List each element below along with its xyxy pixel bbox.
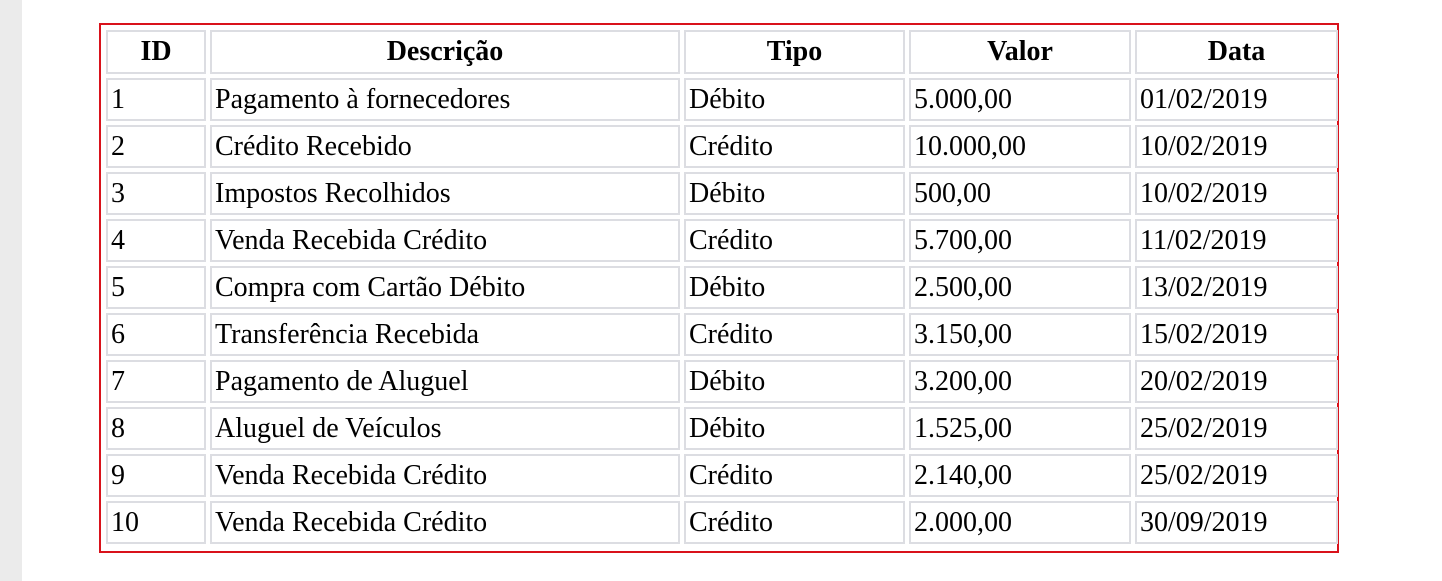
column-header-id: ID <box>106 30 206 74</box>
table-row: 9 Venda Recebida Crédito Crédito 2.140,0… <box>106 454 1338 497</box>
cell-descricao: Venda Recebida Crédito <box>210 219 680 262</box>
table-row: 7 Pagamento de Aluguel Débito 3.200,00 2… <box>106 360 1338 403</box>
table-header-row: ID Descrição Tipo Valor Data <box>106 30 1338 74</box>
cell-tipo: Crédito <box>684 125 905 168</box>
cell-id: 3 <box>106 172 206 215</box>
cell-tipo: Débito <box>684 360 905 403</box>
cell-valor: 5.700,00 <box>909 219 1131 262</box>
cell-data: 15/02/2019 <box>1135 313 1338 356</box>
cell-id: 7 <box>106 360 206 403</box>
cell-data: 01/02/2019 <box>1135 78 1338 121</box>
cell-tipo: Débito <box>684 407 905 450</box>
cell-data: 20/02/2019 <box>1135 360 1338 403</box>
cell-data: 13/02/2019 <box>1135 266 1338 309</box>
cell-data: 10/02/2019 <box>1135 172 1338 215</box>
cell-valor: 2.000,00 <box>909 501 1131 544</box>
table-row: 5 Compra com Cartão Débito Débito 2.500,… <box>106 266 1338 309</box>
page-left-gutter <box>0 0 22 581</box>
cell-valor: 5.000,00 <box>909 78 1131 121</box>
table-row: 1 Pagamento à fornecedores Débito 5.000,… <box>106 78 1338 121</box>
transactions-table-frame: ID Descrição Tipo Valor Data 1 Pagamento… <box>99 23 1339 553</box>
cell-descricao: Crédito Recebido <box>210 125 680 168</box>
transactions-table: ID Descrição Tipo Valor Data 1 Pagamento… <box>102 26 1342 548</box>
cell-valor: 500,00 <box>909 172 1131 215</box>
cell-descricao: Compra com Cartão Débito <box>210 266 680 309</box>
cell-id: 5 <box>106 266 206 309</box>
cell-id: 10 <box>106 501 206 544</box>
table-row: 6 Transferência Recebida Crédito 3.150,0… <box>106 313 1338 356</box>
cell-tipo: Crédito <box>684 501 905 544</box>
cell-tipo: Crédito <box>684 219 905 262</box>
table-row: 3 Impostos Recolhidos Débito 500,00 10/0… <box>106 172 1338 215</box>
cell-id: 2 <box>106 125 206 168</box>
cell-valor: 2.140,00 <box>909 454 1131 497</box>
cell-data: 25/02/2019 <box>1135 454 1338 497</box>
cell-descricao: Pagamento de Aluguel <box>210 360 680 403</box>
column-header-valor: Valor <box>909 30 1131 74</box>
cell-tipo: Crédito <box>684 313 905 356</box>
cell-tipo: Débito <box>684 172 905 215</box>
cell-valor: 3.150,00 <box>909 313 1131 356</box>
table-row: 8 Aluguel de Veículos Débito 1.525,00 25… <box>106 407 1338 450</box>
column-header-tipo: Tipo <box>684 30 905 74</box>
cell-tipo: Débito <box>684 266 905 309</box>
table-row: 2 Crédito Recebido Crédito 10.000,00 10/… <box>106 125 1338 168</box>
cell-descricao: Pagamento à fornecedores <box>210 78 680 121</box>
cell-id: 1 <box>106 78 206 121</box>
cell-valor: 3.200,00 <box>909 360 1131 403</box>
cell-id: 9 <box>106 454 206 497</box>
column-header-data: Data <box>1135 30 1338 74</box>
cell-valor: 10.000,00 <box>909 125 1131 168</box>
cell-data: 11/02/2019 <box>1135 219 1338 262</box>
cell-id: 4 <box>106 219 206 262</box>
table-row: 4 Venda Recebida Crédito Crédito 5.700,0… <box>106 219 1338 262</box>
cell-descricao: Transferência Recebida <box>210 313 680 356</box>
cell-tipo: Débito <box>684 78 905 121</box>
cell-valor: 2.500,00 <box>909 266 1131 309</box>
cell-descricao: Venda Recebida Crédito <box>210 501 680 544</box>
cell-tipo: Crédito <box>684 454 905 497</box>
cell-id: 8 <box>106 407 206 450</box>
cell-descricao: Impostos Recolhidos <box>210 172 680 215</box>
cell-data: 30/09/2019 <box>1135 501 1338 544</box>
cell-data: 10/02/2019 <box>1135 125 1338 168</box>
cell-valor: 1.525,00 <box>909 407 1131 450</box>
column-header-descricao: Descrição <box>210 30 680 74</box>
cell-descricao: Venda Recebida Crédito <box>210 454 680 497</box>
cell-descricao: Aluguel de Veículos <box>210 407 680 450</box>
cell-data: 25/02/2019 <box>1135 407 1338 450</box>
table-row: 10 Venda Recebida Crédito Crédito 2.000,… <box>106 501 1338 544</box>
cell-id: 6 <box>106 313 206 356</box>
